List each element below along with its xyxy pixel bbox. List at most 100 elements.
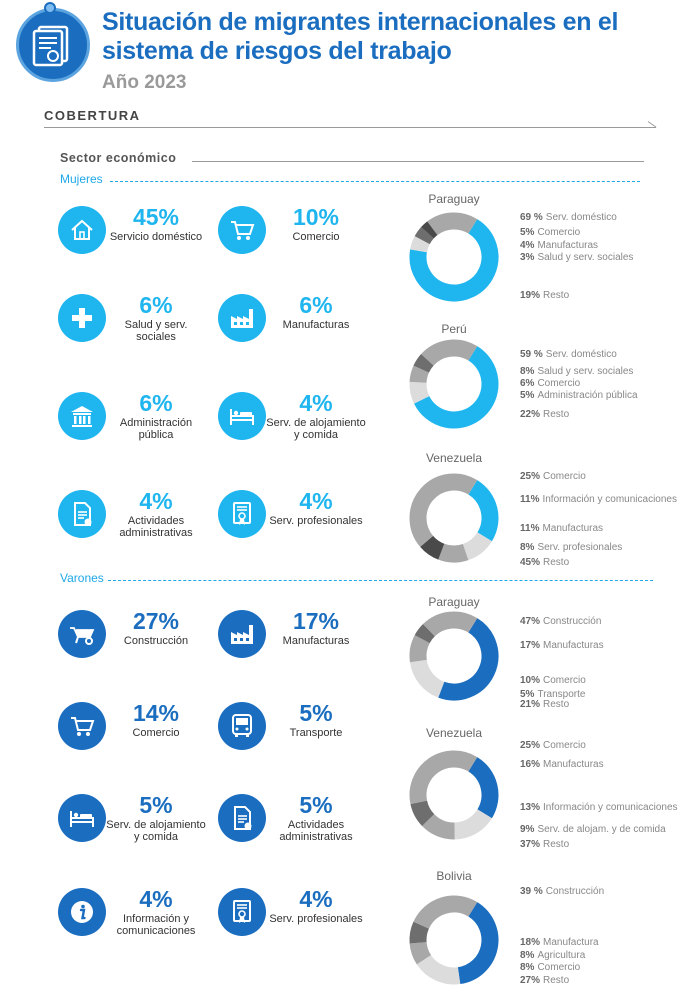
chart-legend-value: 8% — [520, 950, 535, 961]
chart-legend-label: Comercio — [537, 227, 581, 238]
sector-divider — [192, 161, 644, 162]
chart-legend-value: 25% — [520, 740, 541, 751]
donut-slice — [422, 813, 455, 840]
chart-legend-value: 10% — [520, 675, 541, 686]
donut-slice — [409, 219, 499, 302]
bed-icon — [58, 794, 106, 842]
chart-legend-label: Transporte — [537, 689, 586, 700]
donut-slice — [409, 750, 478, 805]
chart-legend-item: 21% Resto — [520, 699, 569, 710]
chart-legend-value: 4% — [520, 240, 535, 251]
chart-legend-label: Manufacturas — [543, 640, 604, 651]
women-sector-tile: 10% Comercio — [218, 204, 378, 286]
section-heading: COBERTURA — [44, 108, 141, 123]
chart-legend-label: Resto — [543, 699, 570, 710]
women-sector-tile-percent: 4% — [299, 390, 333, 416]
donut-slice — [414, 346, 499, 429]
chart-legend-item: 8% Salud y serv. sociales — [520, 366, 633, 377]
women-sector-tile: 6% Manufacturas — [218, 292, 378, 374]
donut-slice — [438, 543, 469, 563]
men-sector-tile-label: Transporte — [289, 727, 343, 739]
chart-legend-item: 9% Serv. de alojam. y de comida — [520, 824, 666, 835]
women-sector-tile: 4% Serv. de alojamiento y comida — [218, 390, 378, 472]
chart-legend-label: Manufacturas — [542, 523, 604, 534]
women-sector-tile-label: Manufacturas — [282, 319, 350, 331]
chart-legend-label: Resto — [543, 290, 570, 301]
chart-legend-value: 59 % — [520, 349, 543, 360]
donut-slice — [416, 954, 461, 985]
men-sector-tile: 5% Transporte — [218, 700, 378, 782]
sector-heading: Sector económico — [60, 151, 177, 165]
bus-icon — [218, 702, 266, 750]
chart-legend-value: 5% — [520, 227, 535, 238]
women-sector-tile: 4% Serv. profesionales — [218, 488, 378, 570]
chart-legend-value: 16% — [520, 759, 541, 770]
donut-slice — [438, 618, 499, 701]
chart-legend-value: 25% — [520, 471, 541, 482]
men-sector-tile-percent: 27% — [132, 608, 180, 634]
donut-slice — [409, 365, 430, 384]
donut-slice — [409, 635, 430, 663]
header-document-icon — [16, 8, 90, 82]
chart-country-title: Bolivia — [436, 869, 472, 883]
women-sector-tile-percent: 4% — [299, 488, 333, 514]
donut-slice — [409, 941, 432, 965]
donut-slice — [421, 339, 478, 366]
chart-legend-item: 8% Serv. profesionales — [520, 542, 622, 553]
donut-slice — [420, 535, 445, 560]
chart-legend-value: 8% — [520, 542, 535, 553]
chart-legend-item: 10% Comercio — [520, 675, 586, 686]
women-sector-tile-percent: 10% — [292, 204, 340, 230]
chart-legend-item: 3% Salud y serv. sociales — [520, 252, 633, 263]
men-sector-tile-label: Actividades administrativas — [279, 819, 353, 843]
chart-legend-value: 3% — [520, 252, 535, 263]
men-sector-tile-percent: 5% — [299, 700, 333, 726]
donut-chart — [409, 611, 499, 701]
men-sector-tile-percent: 17% — [292, 608, 340, 634]
cart-icon — [58, 702, 106, 750]
men-dashed-divider — [108, 580, 653, 581]
women-sector-tile-label: Serv. profesionales — [269, 515, 363, 527]
health-cross-icon — [58, 294, 106, 342]
chart-legend-value: 19% — [520, 290, 541, 301]
women-sector-tile-label: Serv. de alojamiento y comida — [266, 417, 366, 441]
women-sector-tile-percent: 4% — [139, 488, 173, 514]
chart-legend-label: Salud y serv. sociales — [537, 366, 634, 377]
donut-slice — [427, 212, 478, 236]
chart-legend-item: 45% Resto — [520, 557, 569, 568]
page-subtitle-year: Año 2023 — [102, 72, 187, 93]
chart-legend-label: Serv. doméstico — [545, 212, 617, 223]
chart-legend-item: 18% Manufactura — [520, 937, 599, 948]
donut-slice — [467, 480, 499, 542]
chart-legend-value: 9% — [520, 824, 535, 835]
donut-slice — [414, 227, 434, 245]
chart-legend-value: 69 % — [520, 212, 543, 223]
donut-slice — [457, 902, 499, 985]
chart-legend-item: 22% Resto — [520, 409, 569, 420]
factory-icon — [218, 610, 266, 658]
chart-legend-value: 11% — [520, 494, 540, 505]
men-sector-tile: 14% Comercio — [58, 700, 218, 782]
chart-legend-label: Serv. profesionales — [537, 542, 623, 553]
chart-legend-item: 11% Manufacturas — [520, 523, 603, 534]
men-sector-tile-label: Manufacturas — [282, 635, 350, 647]
women-sector-tile-percent: 45% — [132, 204, 180, 230]
chart-legend-label: Comercio — [543, 740, 586, 751]
chart-legend-label: Serv. doméstico — [545, 349, 617, 360]
men-sector-tile-percent: 4% — [299, 886, 333, 912]
men-sector-tile-percent: 14% — [132, 700, 180, 726]
men-sector-tile-label: Información y comunicaciones — [116, 913, 196, 937]
chart-legend-label: Comercio — [543, 471, 586, 482]
donut-chart — [409, 212, 499, 302]
chart-country-title: Perú — [441, 322, 467, 336]
men-sector-tile: 5% Serv. de alojamiento y comida — [58, 792, 218, 874]
women-dashed-divider — [110, 181, 640, 182]
men-sector-tile-percent: 5% — [299, 792, 333, 818]
chart-legend-item: 16% Manufacturas — [520, 759, 604, 770]
info-icon — [58, 888, 106, 936]
men-sector-tile: 5% Actividades administrativas — [218, 792, 378, 874]
women-sector-tile: 6% Salud y serv. sociales — [58, 292, 218, 374]
cart-icon — [218, 206, 266, 254]
chart-legend-item: 4% Manufacturas — [520, 240, 598, 251]
chart-legend-item: 5% Transporte — [520, 689, 585, 700]
